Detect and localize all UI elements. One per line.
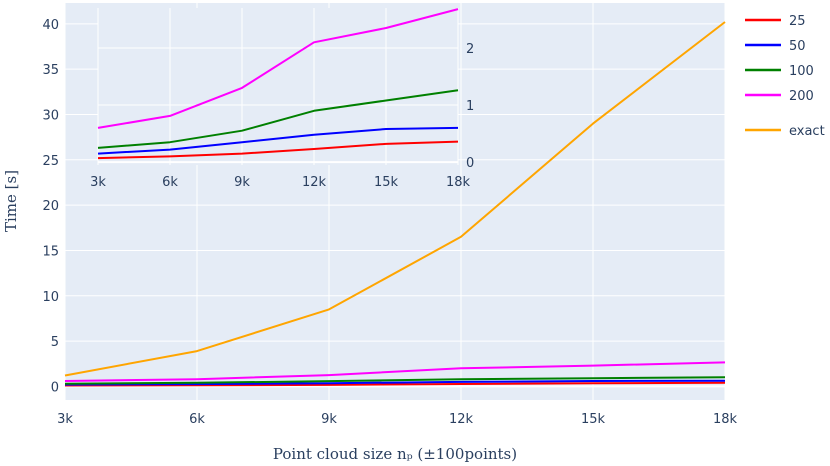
legend-label: 100 [789,64,814,79]
x-tick-label: 12k [302,175,327,190]
x-tick-label: 3k [57,412,73,427]
x-tick-label: 18k [713,412,738,427]
x-axis-title: Point cloud size nₚ (±100points) [273,445,517,463]
series-line-200 [64,361,726,382]
y-tick-label: 0 [466,156,474,171]
y-tick-label: 10 [42,290,59,305]
main-x-tick-labels: 3k 6k 9k 12k 15k 18k [57,412,737,427]
main-series-lines [64,21,726,387]
y-tick-label: 20 [42,199,59,214]
x-tick-label: 9k [321,412,337,427]
series-line-25 [97,140,459,160]
x-tick-label: 3k [90,175,106,190]
y-axis-title: Time [s] [2,170,20,232]
inset-gridlines [97,8,459,165]
legend-label: 50 [789,39,806,54]
y-tick-label: 15 [42,244,59,259]
y-tick-label: 1 [466,99,474,114]
y-tick-label: 40 [42,18,59,33]
y-tick-label: 35 [42,63,59,78]
inset-x-tick-labels: 3k 6k 9k 12k 15k 18k [90,175,470,190]
series-line-100 [64,376,726,385]
series-line-exact [64,21,726,377]
series-line-50 [97,126,459,155]
x-tick-label: 18k [446,175,471,190]
series-line-25 [64,381,726,387]
x-tick-label: 6k [162,175,178,190]
y-tick-label: 25 [42,154,59,169]
y-tick-label: 5 [51,335,59,350]
inset-plot-area [98,8,458,165]
x-tick-label: 9k [234,175,250,190]
y-tick-label: 0 [51,380,59,395]
legend-label: 200 [789,89,814,104]
y-tick-label: 30 [42,108,59,123]
legend-label: 25 [789,14,806,29]
x-tick-label: 15k [374,175,399,190]
legend-item-exact[interactable]: exact [745,124,825,139]
inset-y-tick-labels: 0 1 2 [466,42,474,171]
x-tick-label: 12k [449,412,474,427]
x-tick-label: 6k [189,412,205,427]
inset-series-lines [97,8,459,160]
series-line-200 [97,8,459,129]
main-y-tick-labels: 0 5 10 15 20 25 30 35 40 [42,18,59,396]
legend-item-50[interactable]: 50 [745,39,806,54]
legend-label: exact [789,124,825,139]
legend-item-25[interactable]: 25 [745,14,806,29]
y-tick-label: 2 [466,42,474,57]
x-tick-label: 15k [581,412,606,427]
legend-item-100[interactable]: 100 [745,64,814,79]
series-line-50 [64,379,726,386]
series-line-100 [97,89,459,149]
legend-item-200[interactable]: 200 [745,89,814,104]
legend[interactable]: 25 50 100 200 exact [745,14,825,139]
